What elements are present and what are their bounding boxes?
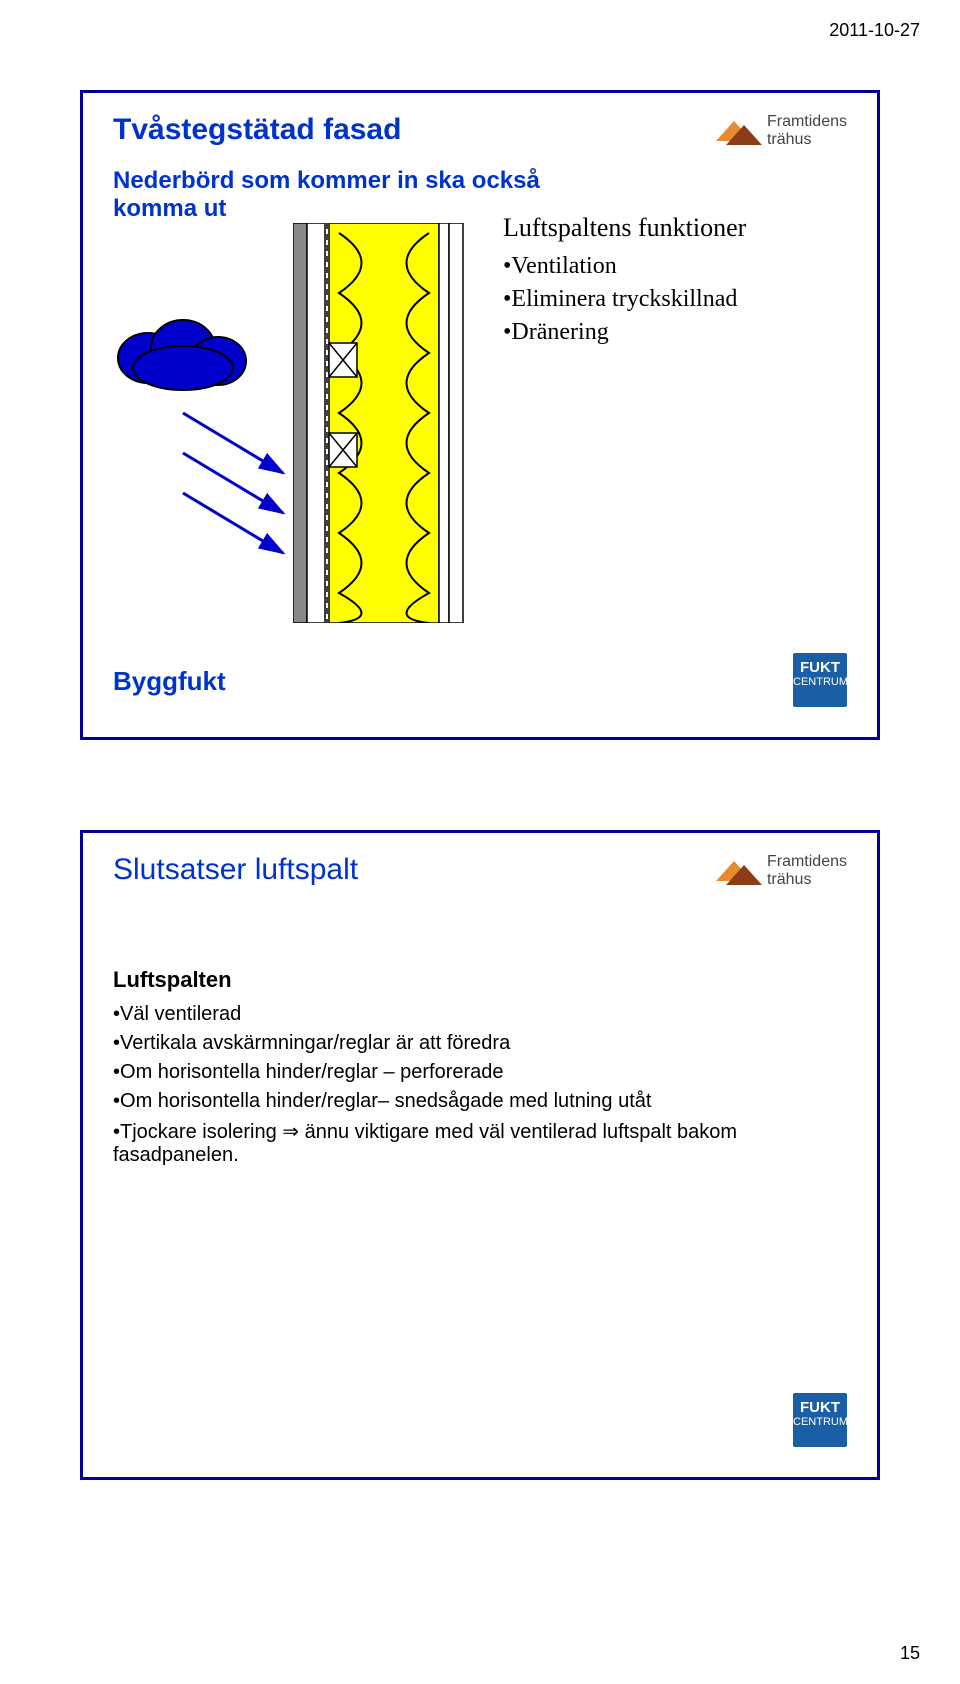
- slide-2: Slutsatser luftspalt Framtidens trähus L…: [80, 830, 880, 1480]
- function-item: •Eliminera tryckskillnad: [503, 286, 843, 313]
- wall-cross-section: [293, 223, 473, 623]
- bullet-item: •Vertikala avskärmningar/reglar är att f…: [113, 1032, 847, 1055]
- fukt-centrum-badge: FUKT CENTRUM: [793, 653, 847, 707]
- rain-arrows-icon: [173, 403, 313, 563]
- logo-line1: Framtidens: [767, 853, 847, 871]
- page-date: 2011-10-27: [829, 20, 920, 41]
- page-number: 15: [900, 1643, 920, 1664]
- logo-line2: trähus: [767, 871, 847, 889]
- functions-heading: Luftspaltens funktioner: [503, 213, 843, 243]
- wall-diagram: [113, 223, 493, 623]
- logo-line2: trähus: [767, 131, 847, 149]
- byggfukt-label: Byggfukt: [113, 666, 226, 697]
- slide-1: Tvåstegstätad fasad Framtidens trähus Ne…: [80, 90, 880, 740]
- fukt-centrum-badge: FUKT CENTRUM: [793, 1393, 847, 1447]
- bullet-item: •Tjockare isolering ⇒ ännu viktigare med…: [113, 1119, 847, 1167]
- bullet-item: •Väl ventilerad: [113, 1003, 847, 1026]
- fukt-bottom: CENTRUM: [793, 1416, 848, 1428]
- logo-framtidens: Framtidens trähus: [716, 853, 847, 889]
- function-item: •Dränering: [503, 319, 843, 346]
- luftspalten-heading: Luftspalten: [113, 967, 847, 993]
- fukt-top: FUKT: [793, 659, 847, 676]
- fukt-bottom: CENTRUM: [793, 676, 848, 688]
- rain-cloud-icon: [113, 313, 253, 393]
- functions-block: Luftspaltens funktioner •Ventilation •El…: [503, 213, 843, 352]
- bullet-item: •Om horisontella hinder/reglar– snedsåga…: [113, 1090, 847, 1113]
- fukt-top: FUKT: [793, 1399, 847, 1416]
- function-item: •Ventilation: [503, 253, 843, 280]
- bullet-item: •Om horisontella hinder/reglar – perfore…: [113, 1061, 847, 1084]
- house-logo-icon: [716, 853, 762, 889]
- logo-line1: Framtidens: [767, 113, 847, 131]
- logo-framtidens: Framtidens trähus: [716, 113, 847, 149]
- house-logo-icon: [716, 113, 762, 149]
